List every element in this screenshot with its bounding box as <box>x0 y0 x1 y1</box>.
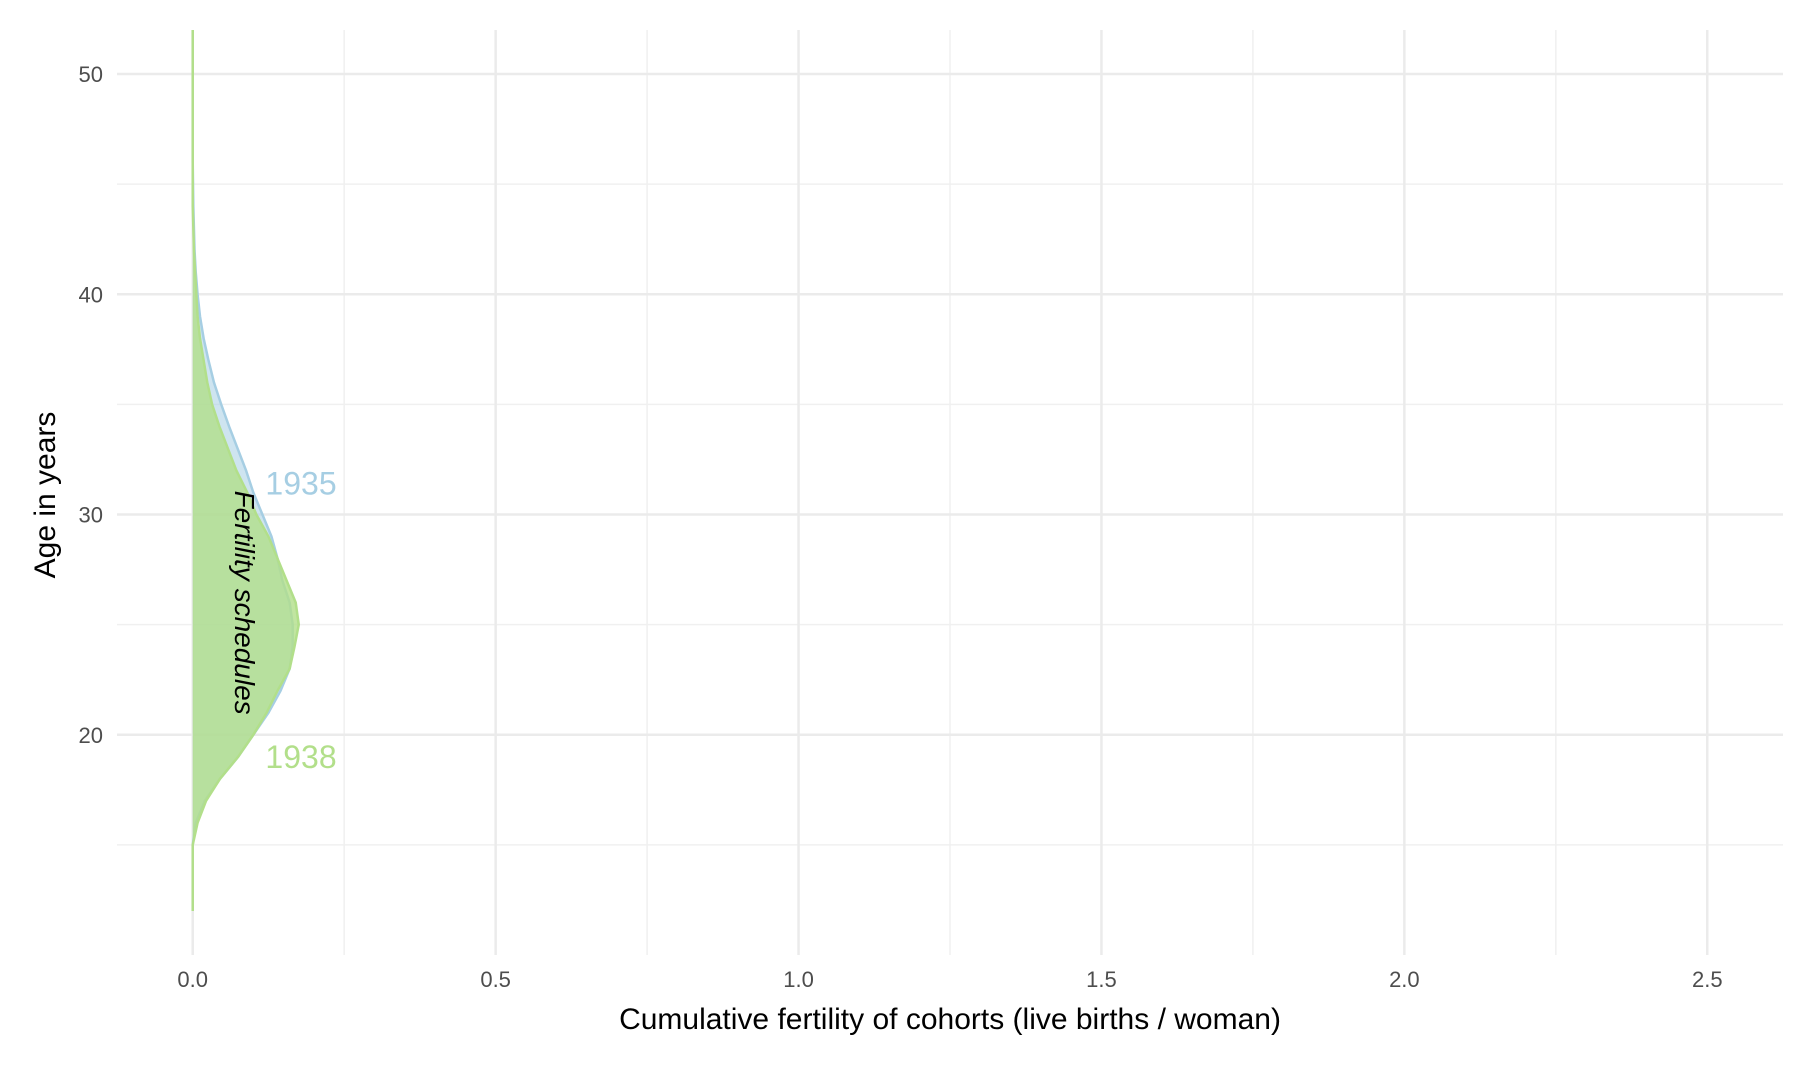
x-axis-title: Cumulative fertility of cohorts (live bi… <box>619 1003 1281 1036</box>
y-tick-label: 20 <box>79 723 103 748</box>
fertility-schedules-annotation: Fertility schedules <box>229 491 260 715</box>
chart-labels: 1935 1938 <box>265 466 336 775</box>
x-tick-label: 0.5 <box>480 967 511 992</box>
series-line-1938 <box>191 30 301 911</box>
y-tick-label: 30 <box>79 503 103 528</box>
y-axis-title: Age in years <box>29 412 62 579</box>
y-tick-label: 50 <box>79 62 103 87</box>
axis-ticks: 0.0 0.5 1.0 1.5 2.0 2.5 20 30 40 50 <box>79 62 1723 992</box>
grid-lines <box>117 30 1783 955</box>
series-label-1935: 1935 <box>265 466 336 502</box>
x-tick-label: 1.0 <box>783 967 814 992</box>
x-tick-label: 2.5 <box>1692 967 1723 992</box>
x-tick-label: 1.5 <box>1086 967 1117 992</box>
x-tick-label: 2.0 <box>1389 967 1420 992</box>
series-label-1938: 1938 <box>265 739 336 775</box>
series-areas <box>191 30 301 911</box>
y-tick-label: 40 <box>79 282 103 307</box>
series-area-1938 <box>192 30 299 911</box>
x-tick-label: 0.0 <box>177 967 208 992</box>
